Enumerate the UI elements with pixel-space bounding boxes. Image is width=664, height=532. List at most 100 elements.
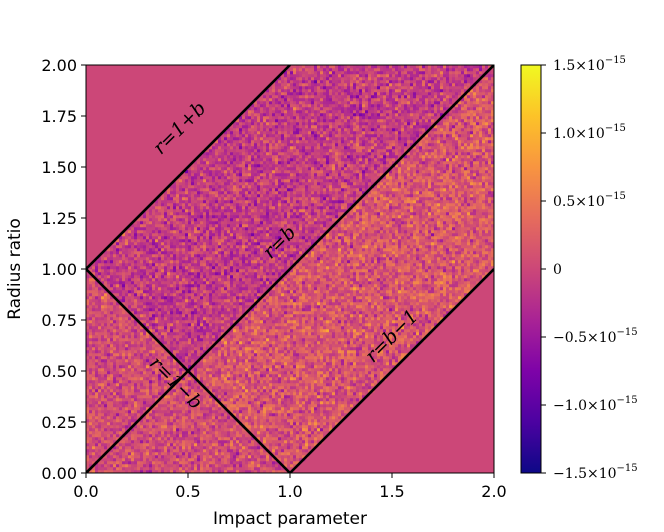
- heatmap-cell: [227, 170, 231, 174]
- heatmap-cell: [185, 242, 189, 246]
- heatmap-cell: [176, 209, 180, 213]
- heatmap-cell: [236, 470, 240, 473]
- heatmap-cell: [113, 464, 117, 468]
- heatmap-cell: [218, 428, 222, 432]
- heatmap-cell: [113, 350, 117, 354]
- heatmap-cell: [230, 212, 234, 216]
- heatmap-cell: [239, 197, 243, 201]
- heatmap-cell: [143, 389, 147, 393]
- heatmap-cell: [125, 290, 129, 294]
- heatmap-cell: [215, 284, 219, 288]
- heatmap-cell: [167, 296, 171, 300]
- heatmap-cell: [128, 362, 132, 366]
- heatmap-cell: [227, 302, 231, 306]
- heatmap-cell: [176, 296, 180, 300]
- heatmap-cell: [92, 290, 96, 294]
- heatmap-cell: [212, 374, 216, 378]
- heatmap-cell: [242, 422, 246, 426]
- heatmap-cell: [191, 449, 195, 453]
- heatmap-cell: [221, 410, 225, 414]
- heatmap-cell: [128, 383, 132, 387]
- heatmap-cell: [104, 410, 108, 414]
- heatmap-cell: [242, 284, 246, 288]
- heatmap-cell: [206, 314, 210, 318]
- heatmap-cell: [203, 170, 207, 174]
- heatmap-cell: [230, 278, 234, 282]
- heatmap-cell: [161, 380, 165, 384]
- heatmap-cell: [92, 362, 96, 366]
- heatmap-cell: [200, 434, 204, 438]
- heatmap-cell: [158, 257, 162, 261]
- heatmap-cell: [221, 338, 225, 342]
- heatmap-cell: [233, 425, 237, 429]
- heatmap-cell: [143, 299, 147, 303]
- heatmap-cell: [212, 284, 216, 288]
- heatmap-cell: [92, 332, 96, 336]
- heatmap-cell: [137, 326, 141, 330]
- heatmap-cell: [167, 275, 171, 279]
- heatmap-cell: [170, 335, 174, 339]
- heatmap-cell: [152, 293, 156, 297]
- heatmap-cell: [206, 281, 210, 285]
- heatmap-cell: [215, 188, 219, 192]
- heatmap-cell: [215, 221, 219, 225]
- heatmap-cell: [140, 332, 144, 336]
- heatmap-cell: [200, 329, 204, 333]
- heatmap-cell: [176, 191, 180, 195]
- heatmap-cell: [119, 374, 123, 378]
- heatmap-cell: [161, 218, 165, 222]
- heatmap-cell: [143, 461, 147, 465]
- heatmap-cell: [116, 263, 120, 267]
- heatmap-cell: [143, 404, 147, 408]
- heatmap-cell: [119, 314, 123, 318]
- heatmap-cell: [218, 413, 222, 417]
- heatmap-cell: [92, 287, 96, 291]
- heatmap-cell: [158, 380, 162, 384]
- heatmap-cell: [155, 359, 159, 363]
- heatmap-cell: [242, 419, 246, 423]
- heatmap-cell: [188, 266, 192, 270]
- heatmap-cell: [122, 338, 126, 342]
- heatmap-cell: [95, 302, 99, 306]
- heatmap-cell: [200, 212, 204, 216]
- heatmap-cell: [215, 437, 219, 441]
- heatmap-cell: [137, 386, 141, 390]
- heatmap-cell: [113, 395, 117, 399]
- heatmap-cell: [173, 221, 177, 225]
- heatmap-cell: [176, 227, 180, 231]
- heatmap-cell: [179, 209, 183, 213]
- heatmap-cell: [185, 347, 189, 351]
- heatmap-cell: [119, 248, 123, 252]
- heatmap-cell: [212, 464, 216, 468]
- heatmap-cell: [227, 431, 231, 435]
- heatmap-cell: [149, 314, 153, 318]
- heatmap-cell: [194, 218, 198, 222]
- heatmap-cell: [167, 461, 171, 465]
- heatmap-cell: [173, 266, 177, 270]
- heatmap-cell: [182, 455, 186, 459]
- heatmap-cell: [191, 335, 195, 339]
- heatmap-cell: [125, 257, 129, 261]
- heatmap-cell: [152, 377, 156, 381]
- heatmap-cell: [194, 173, 198, 177]
- heatmap-cell: [146, 311, 150, 315]
- heatmap-cell: [128, 371, 132, 375]
- heatmap-cell: [152, 278, 156, 282]
- heatmap-cell: [116, 278, 120, 282]
- heatmap-cell: [200, 440, 204, 444]
- heatmap-cell: [221, 293, 225, 297]
- heatmap-cell: [122, 419, 126, 423]
- heatmap-cell: [179, 335, 183, 339]
- heatmap-cell: [89, 425, 93, 429]
- heatmap-cell: [155, 305, 159, 309]
- heatmap-cell: [149, 275, 153, 279]
- heatmap-cell: [167, 203, 171, 207]
- heatmap-cell: [119, 278, 123, 282]
- heatmap-cell: [155, 332, 159, 336]
- heatmap-cell: [212, 215, 216, 219]
- heatmap-cell: [200, 446, 204, 450]
- heatmap-cell: [149, 470, 153, 473]
- heatmap-cell: [128, 368, 132, 372]
- heatmap-cell: [110, 278, 114, 282]
- heatmap-cell: [200, 197, 204, 201]
